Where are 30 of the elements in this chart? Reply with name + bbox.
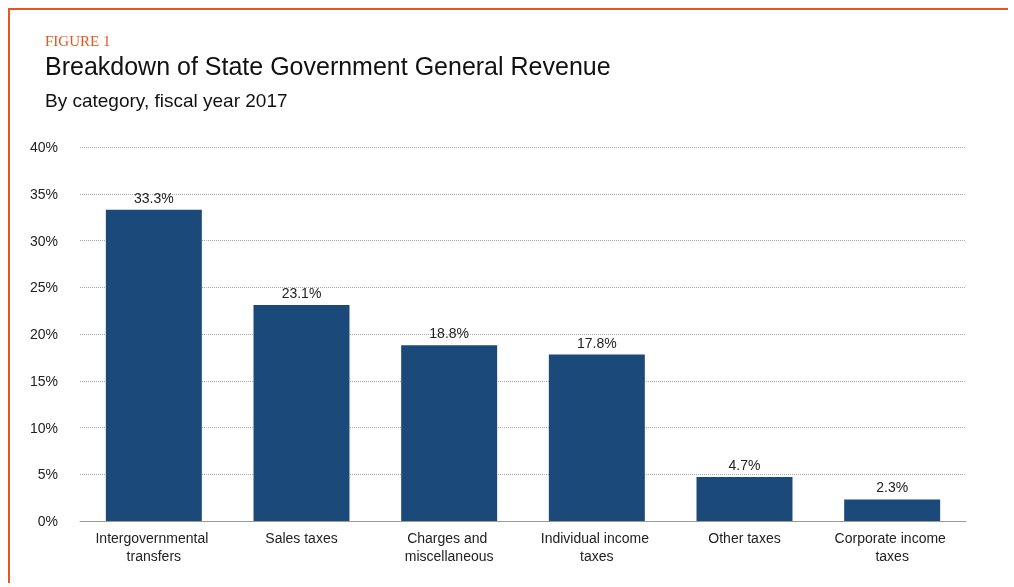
caption: FIGURE 1 (45, 32, 111, 49)
bar (253, 305, 350, 521)
data-label: 2.3% (876, 479, 909, 496)
data-label: 17.8% (576, 334, 617, 351)
data-label: 4.7% (728, 457, 761, 474)
chart-subtitle: By category, fiscal year 2017 (45, 90, 288, 111)
y-tick-label: 15% (29, 372, 58, 389)
x-tick-label: Individual income taxes (540, 530, 653, 564)
y-tick-label: 30% (29, 232, 58, 249)
bar (548, 354, 645, 521)
data-label: 33.3% (133, 189, 174, 206)
chart-title: Breakdown of State Government General Revenue (45, 51, 611, 80)
x-tick-label: Other taxes (708, 530, 781, 546)
x-tick-label: Charges and miscellaneous (404, 530, 494, 564)
data-label: 18.8% (429, 325, 470, 342)
y-tick-label: 35% (29, 185, 58, 202)
y-tick-label: 25% (29, 279, 58, 296)
x-tick-label: Sales taxes (265, 530, 338, 546)
y-tick-label: 20% (29, 326, 58, 342)
y-tick-label: 0% (37, 513, 58, 529)
y-tick-label: 40% (29, 139, 58, 155)
bar (844, 499, 941, 521)
y-tick-label: 5% (37, 466, 58, 483)
bar (105, 209, 202, 521)
x-tick-label: Intergovernmental transfers (95, 530, 213, 564)
y-tick-label: 10% (29, 419, 58, 436)
bar (696, 477, 793, 521)
bar (401, 345, 498, 521)
data-label: 23.1% (281, 285, 322, 302)
x-tick-label: Corporate income taxes (834, 530, 950, 564)
